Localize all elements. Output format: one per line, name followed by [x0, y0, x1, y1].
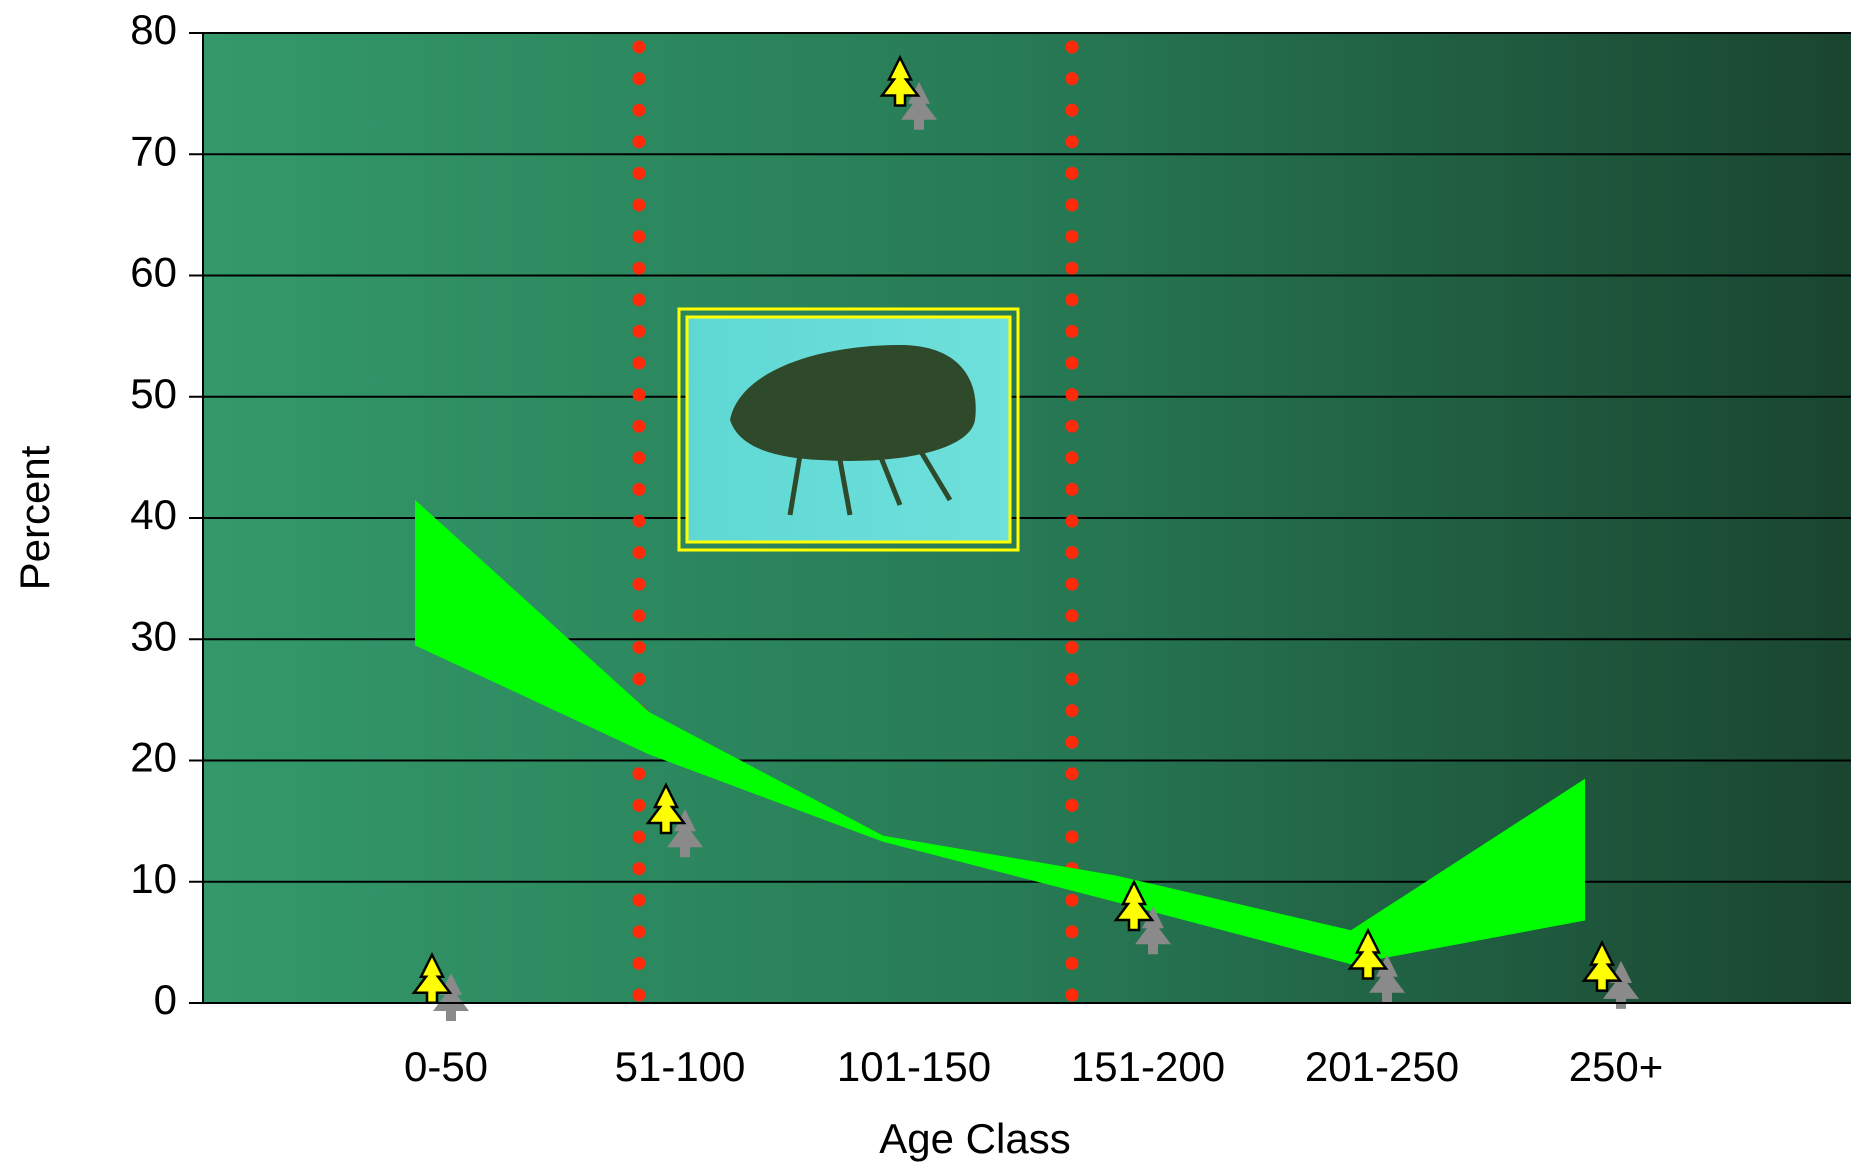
tree-marker	[1135, 906, 1171, 955]
y-tick-label: 50	[130, 370, 177, 417]
x-axis-title: Age Class	[879, 1115, 1070, 1162]
y-tick-label: 60	[130, 249, 177, 296]
tree-marker	[1581, 939, 1623, 992]
y-tick-label: 40	[130, 491, 177, 538]
y-tick-label: 0	[154, 976, 177, 1023]
tree-marker	[667, 809, 703, 858]
x-tick-label: 151-200	[1071, 1043, 1225, 1090]
tree-shape	[901, 81, 937, 130]
tree-shape	[667, 809, 703, 858]
range-band	[415, 499, 1585, 965]
tree-marker	[1347, 927, 1389, 980]
tree-marker	[901, 81, 937, 130]
tree-shape	[1135, 906, 1171, 955]
x-tick-label: 201-250	[1305, 1043, 1459, 1090]
tree-marker	[1603, 960, 1639, 1009]
y-tick-label: 20	[130, 734, 177, 781]
tree-shape	[433, 972, 469, 1021]
tree-marker	[1113, 879, 1155, 932]
tree-shape	[1113, 879, 1155, 932]
tree-marker	[1369, 954, 1405, 1003]
y-tick-label: 70	[130, 127, 177, 174]
y-tick-label: 10	[130, 855, 177, 902]
tree-shape	[1369, 954, 1405, 1003]
tree-shape	[1603, 960, 1639, 1009]
tree-shape	[1347, 927, 1389, 980]
y-tick-label: 80	[130, 6, 177, 53]
beetle-image	[677, 307, 1020, 552]
reference-lines	[632, 40, 1079, 1014]
x-tick-label: 51-100	[615, 1043, 746, 1090]
plot	[411, 54, 1639, 1021]
tree-shape	[645, 782, 687, 835]
tree-shape	[879, 54, 921, 107]
tree-marker	[433, 972, 469, 1021]
y-axis-title: Percent	[11, 445, 58, 590]
x-tick-label: 250+	[1569, 1043, 1664, 1090]
x-tick-label: 0-50	[404, 1043, 488, 1090]
tree-marker	[645, 782, 687, 835]
tree-shape	[1581, 939, 1623, 992]
tree-marker	[879, 54, 921, 107]
y-tick-label: 30	[130, 612, 177, 659]
x-tick-label: 101-150	[837, 1043, 991, 1090]
